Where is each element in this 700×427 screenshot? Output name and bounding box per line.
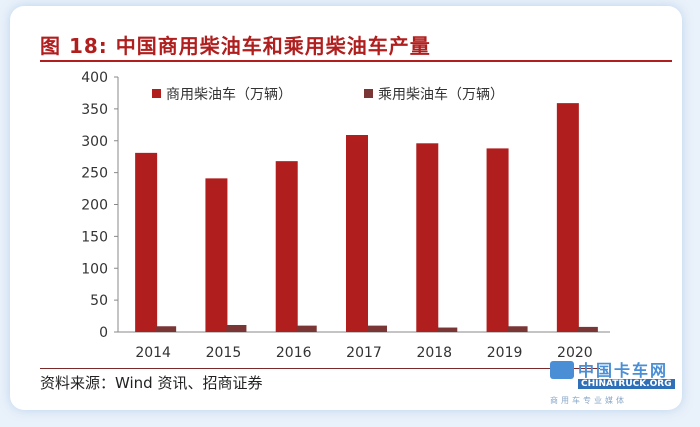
bar-commercial (275, 161, 298, 332)
bar-commercial (416, 143, 439, 332)
bar-commercial (556, 103, 579, 332)
x-tick-label: 2018 (416, 345, 452, 361)
bar-passenger (577, 326, 598, 332)
bar-commercial (135, 152, 158, 332)
bar-commercial (486, 148, 509, 332)
logo-cn-text: 中国卡车网 (578, 361, 669, 380)
bar-passenger (296, 325, 317, 332)
bar-passenger (156, 326, 177, 332)
bar-commercial (346, 135, 368, 332)
x-tick-label: 2015 (206, 345, 242, 361)
chinatruck-logo[interactable]: 中国卡车网 CHINATRUCK.ORG 商用车专业媒体 (548, 355, 678, 411)
truck-icon (550, 361, 574, 379)
source-divider (40, 368, 600, 369)
legend-swatch-passenger (364, 89, 373, 98)
y-tick-label: 150 (81, 229, 108, 245)
y-tick-label: 50 (90, 293, 108, 309)
y-tick-label: 100 (81, 261, 108, 277)
legend-label-passenger: 乘用柴油车（万辆） (378, 86, 504, 103)
figure-title: 图 18: 中国商用柴油车和乘用柴油车产量 (40, 34, 431, 58)
title-divider (40, 60, 672, 62)
bar-passenger (437, 327, 458, 332)
y-tick-label: 250 (81, 166, 108, 182)
x-tick-label: 2019 (487, 345, 523, 361)
x-tick-label: 2017 (346, 345, 382, 361)
logo-en-text: CHINATRUCK.ORG (578, 379, 675, 389)
y-tick-label: 200 (81, 198, 108, 214)
legend-swatch-commercial (152, 89, 161, 98)
x-tick-label: 2016 (276, 345, 312, 361)
source-note: 资料来源：Wind 资讯、招商证券 (40, 374, 263, 392)
y-tick-label: 400 (81, 70, 108, 86)
bar-commercial (205, 178, 228, 332)
bar-passenger (507, 326, 528, 332)
legend-label-commercial: 商用柴油车（万辆） (166, 86, 292, 103)
x-tick-label: 2020 (557, 345, 593, 361)
x-tick-label: 2014 (135, 345, 171, 361)
logo-tagline: 商用车专业媒体 (550, 396, 627, 405)
y-tick-label: 350 (81, 102, 108, 118)
bar-passenger (367, 325, 387, 332)
bar-passenger (226, 324, 247, 332)
y-tick-label: 0 (99, 325, 108, 341)
y-tick-label: 300 (81, 134, 108, 150)
